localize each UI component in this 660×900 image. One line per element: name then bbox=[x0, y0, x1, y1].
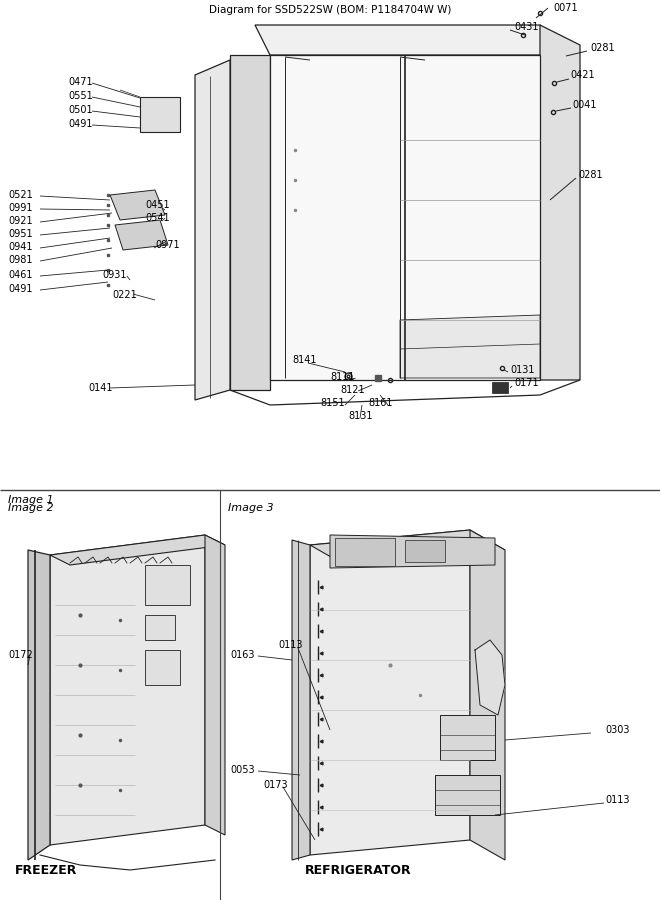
Text: 0281: 0281 bbox=[578, 170, 603, 180]
Text: 0113: 0113 bbox=[278, 640, 302, 650]
Text: 8151: 8151 bbox=[320, 398, 345, 408]
Polygon shape bbox=[400, 315, 540, 378]
Bar bbox=[440, 715, 495, 760]
Polygon shape bbox=[28, 550, 50, 860]
Text: 0053: 0053 bbox=[230, 765, 255, 775]
Text: 0221: 0221 bbox=[112, 290, 137, 300]
Polygon shape bbox=[50, 535, 225, 565]
Polygon shape bbox=[310, 530, 470, 855]
Text: 0131: 0131 bbox=[510, 365, 535, 375]
Bar bbox=[335, 538, 395, 566]
Bar bbox=[145, 565, 190, 605]
Text: 0141: 0141 bbox=[88, 383, 112, 393]
Polygon shape bbox=[330, 535, 495, 568]
Polygon shape bbox=[270, 55, 540, 380]
Text: 0071: 0071 bbox=[553, 3, 578, 13]
Polygon shape bbox=[310, 60, 425, 375]
Polygon shape bbox=[492, 382, 508, 393]
Text: 0951: 0951 bbox=[8, 229, 32, 239]
Polygon shape bbox=[540, 25, 580, 380]
Text: Image 3: Image 3 bbox=[228, 503, 274, 513]
Polygon shape bbox=[255, 25, 570, 55]
Text: 0461: 0461 bbox=[8, 270, 32, 280]
Text: 8121: 8121 bbox=[340, 385, 364, 395]
Text: 8141: 8141 bbox=[292, 355, 317, 365]
Bar bbox=[435, 775, 500, 815]
Text: 0521: 0521 bbox=[8, 190, 33, 200]
Polygon shape bbox=[310, 530, 505, 565]
Text: REFRIGERATOR: REFRIGERATOR bbox=[305, 863, 412, 877]
Text: Image 2: Image 2 bbox=[8, 503, 53, 513]
Text: 0551: 0551 bbox=[68, 91, 93, 101]
Text: Diagram for SSD522SW (BOM: P1184704W W): Diagram for SSD522SW (BOM: P1184704W W) bbox=[209, 5, 451, 15]
Text: 8131: 8131 bbox=[348, 411, 372, 421]
Text: 0991: 0991 bbox=[8, 203, 32, 213]
Text: 0971: 0971 bbox=[155, 240, 180, 250]
Polygon shape bbox=[110, 190, 165, 220]
Text: 0173: 0173 bbox=[263, 780, 288, 790]
Text: 0303: 0303 bbox=[605, 725, 630, 735]
Polygon shape bbox=[115, 220, 168, 250]
Text: 0931: 0931 bbox=[102, 270, 127, 280]
Polygon shape bbox=[475, 640, 505, 715]
Text: 0471: 0471 bbox=[68, 77, 92, 87]
Text: Image 1: Image 1 bbox=[8, 495, 53, 505]
Text: FREEZER: FREEZER bbox=[15, 863, 77, 877]
Text: 8161: 8161 bbox=[368, 398, 393, 408]
Text: 0491: 0491 bbox=[8, 284, 32, 294]
Polygon shape bbox=[292, 540, 310, 860]
Bar bbox=[145, 650, 180, 685]
Text: 8111: 8111 bbox=[330, 372, 354, 382]
Text: 0491: 0491 bbox=[68, 119, 92, 129]
Text: 0431: 0431 bbox=[514, 22, 539, 32]
Text: 0451: 0451 bbox=[145, 200, 170, 210]
Text: 0041: 0041 bbox=[572, 100, 597, 110]
Text: 0421: 0421 bbox=[570, 70, 595, 80]
Text: 0541: 0541 bbox=[145, 213, 170, 223]
Text: 0941: 0941 bbox=[8, 242, 32, 252]
Polygon shape bbox=[195, 60, 230, 400]
Text: 0163: 0163 bbox=[230, 650, 255, 660]
Polygon shape bbox=[50, 535, 205, 845]
Text: 0501: 0501 bbox=[68, 105, 92, 115]
Polygon shape bbox=[470, 530, 505, 860]
Text: 0172: 0172 bbox=[8, 650, 33, 660]
Polygon shape bbox=[230, 55, 270, 390]
Text: 0921: 0921 bbox=[8, 216, 32, 226]
Bar bbox=[405, 540, 445, 562]
Text: 0981: 0981 bbox=[8, 255, 32, 265]
Polygon shape bbox=[205, 535, 225, 835]
Text: 0281: 0281 bbox=[590, 43, 614, 53]
Text: 0171: 0171 bbox=[514, 378, 539, 388]
Text: 0113: 0113 bbox=[605, 795, 630, 805]
Bar bbox=[145, 615, 175, 640]
Bar bbox=[140, 97, 180, 132]
